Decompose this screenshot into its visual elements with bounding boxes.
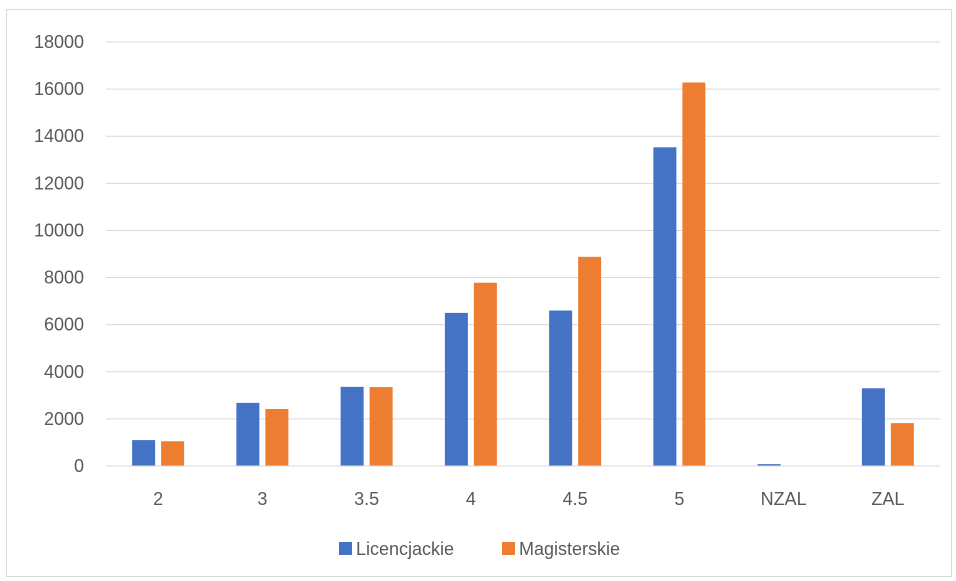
gridlines (106, 41, 940, 467)
bar-magisterskie-3.5 (369, 387, 393, 466)
bar-licencjackie-nzal (757, 464, 781, 466)
bar-licencjackie-4 (444, 312, 468, 466)
y-tick-label: 14000 (34, 126, 84, 146)
y-tick-label: 8000 (44, 268, 84, 288)
y-tick-label: 2000 (44, 409, 84, 429)
y-axis: 0 2000 4000 6000 8000 10000 12000 14000 16000 180… (34, 32, 84, 476)
legend-swatch-licencjackie (339, 542, 352, 555)
x-tick-label: 4.5 (563, 489, 588, 509)
bar-magisterskie-zal (890, 423, 914, 466)
y-tick-label: 12000 (34, 173, 84, 193)
x-tick-label: 3.5 (354, 489, 379, 509)
y-tick-label: 18000 (34, 32, 84, 52)
y-tick-label: 4000 (44, 362, 84, 382)
y-tick-label: 6000 (44, 315, 84, 335)
x-tick-label: ZAL (871, 489, 904, 509)
bar-magisterskie-5 (682, 82, 706, 466)
bar-licencjackie-2 (132, 440, 156, 466)
bar-magisterskie-4.5 (578, 256, 602, 466)
legend: Licencjackie Magisterskie (339, 539, 620, 559)
bar-licencjackie-4.5 (549, 310, 573, 466)
x-tick-label: NZAL (761, 489, 807, 509)
x-axis: 2 3 3.5 4 4.5 5 NZAL ZAL (106, 465, 940, 509)
bar-licencjackie-3.5 (340, 386, 364, 466)
x-tick-label: 4 (466, 489, 476, 509)
bars (132, 82, 914, 466)
x-tick-label: 3 (257, 489, 267, 509)
legend-swatch-magisterskie (502, 542, 515, 555)
bar-licencjackie-zal (861, 388, 885, 466)
y-tick-label: 16000 (34, 79, 84, 99)
bar-magisterskie-3 (265, 408, 289, 466)
bar-licencjackie-3 (236, 402, 260, 466)
legend-label-licencjackie: Licencjackie (356, 539, 454, 559)
bar-magisterskie-2 (161, 441, 185, 466)
bar-magisterskie-4 (473, 282, 497, 466)
y-tick-label: 0 (74, 456, 84, 476)
y-tick-label: 10000 (34, 220, 84, 240)
x-tick-label: 2 (153, 489, 163, 509)
bar-licencjackie-5 (653, 147, 677, 466)
legend-label-magisterskie: Magisterskie (519, 539, 620, 559)
x-tick-label: 5 (674, 489, 684, 509)
